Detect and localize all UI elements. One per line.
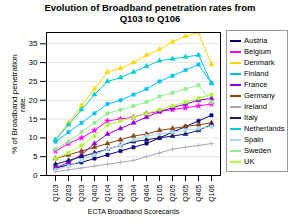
svg-text:Q403: Q403 <box>91 184 99 201</box>
html-text:Austria: Austria <box>244 36 268 45</box>
svg-text:Q205: Q205 <box>169 184 177 201</box>
svg-text:Q304: Q304 <box>130 184 138 201</box>
svg-text:0: 0 <box>33 171 38 180</box>
html-text:Ireland: Ireland <box>244 102 267 111</box>
svg-text:30: 30 <box>29 58 38 67</box>
html-text:Sweden: Sweden <box>244 146 272 155</box>
svg-text:ECTA Broadband Scorecards: ECTA Broadband Scorecards <box>88 208 180 215</box>
svg-text:Q204: Q204 <box>117 184 125 201</box>
html-text:Italy: Italy <box>244 113 258 122</box>
svg-text:Q103: Q103 <box>52 184 60 201</box>
html-text:France: France <box>244 80 268 89</box>
html-text:Finland: Finland <box>244 69 269 78</box>
svg-text:Q303: Q303 <box>78 184 86 201</box>
svg-text:15: 15 <box>29 115 38 124</box>
svg-text:5: 5 <box>33 152 38 161</box>
svg-text:Q404: Q404 <box>143 184 151 201</box>
html-text:Netherlands: Netherlands <box>244 124 285 133</box>
svg-text:Q305: Q305 <box>182 184 190 201</box>
html-text:Spain: Spain <box>244 135 264 144</box>
svg-text:Q203: Q203 <box>65 184 73 201</box>
html-text:Germany: Germany <box>244 91 275 100</box>
svg-text:Q405: Q405 <box>195 184 203 201</box>
html-text:Belgium: Belgium <box>244 47 272 56</box>
svg-text:% of Broadband penetrationrate: % of Broadband penetrationrate. <box>10 54 27 154</box>
html-text:UK: UK <box>244 157 255 166</box>
svg-text:Q106: Q106 <box>208 184 216 201</box>
html-text:Denmark: Denmark <box>244 58 275 67</box>
svg-text:10: 10 <box>29 133 38 142</box>
svg-text:35: 35 <box>29 39 38 48</box>
svg-text:Q105: Q105 <box>156 184 164 201</box>
svg-text:25: 25 <box>29 77 38 86</box>
svg-text:Q104: Q104 <box>104 184 112 201</box>
svg-text:20: 20 <box>29 96 38 105</box>
html-text:Evolution of Broadband penetra: Evolution of Broadband penetration rates… <box>44 2 256 24</box>
